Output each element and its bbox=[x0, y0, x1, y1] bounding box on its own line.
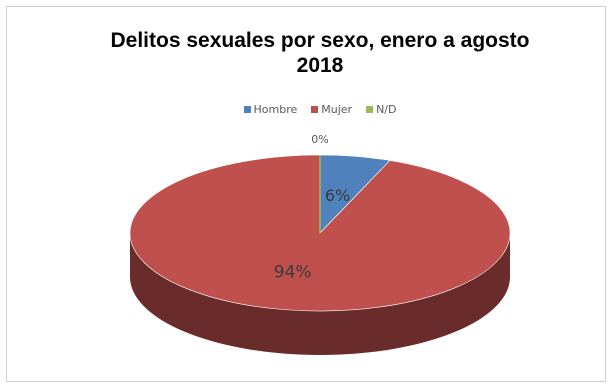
legend-label-mujer: Mujer bbox=[321, 103, 353, 116]
pie-labels: 6% 94% 0% bbox=[274, 133, 351, 282]
legend-label-hombre: Hombre bbox=[253, 103, 298, 116]
legend-swatch-hombre bbox=[243, 106, 251, 113]
data-label-hombre: 6% bbox=[325, 186, 350, 205]
chart-legend: Hombre Mujer N/D bbox=[0, 103, 613, 116]
legend-item-nd: N/D bbox=[366, 103, 396, 116]
legend-swatch-mujer bbox=[311, 106, 319, 113]
pie-side-mujer bbox=[130, 233, 510, 355]
data-label-mujer: 94% bbox=[274, 262, 312, 282]
pie-tops bbox=[129, 154, 511, 312]
legend-label-nd: N/D bbox=[376, 103, 397, 116]
pie-sides bbox=[130, 233, 510, 355]
legend-swatch-nd bbox=[366, 106, 374, 113]
legend-item-mujer: Mujer bbox=[311, 103, 352, 116]
chart-title-line-1: Delitos sexuales por sexo, enero a agost… bbox=[110, 29, 530, 52]
data-label-nd: 0% bbox=[311, 133, 328, 146]
chart-title: Delitos sexuales por sexo, enero a agost… bbox=[0, 28, 613, 78]
legend-item-hombre: Hombre bbox=[243, 103, 298, 116]
chart-title-line-2: 2018 bbox=[296, 54, 344, 77]
